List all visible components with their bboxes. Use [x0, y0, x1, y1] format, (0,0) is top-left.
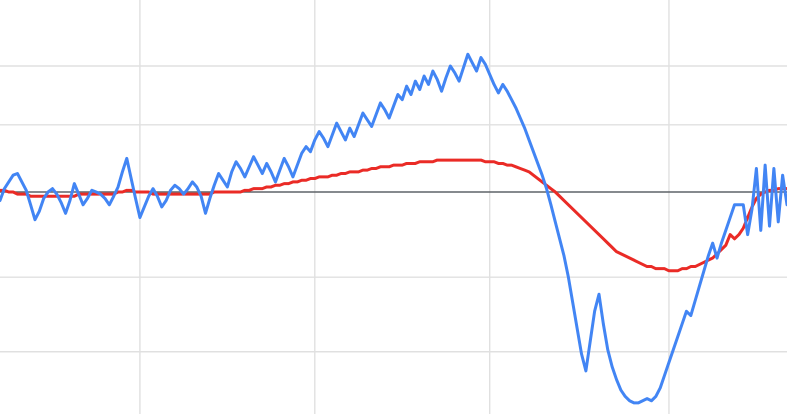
vertical-gridlines — [139, 0, 670, 414]
series-line-secondary — [0, 158, 787, 273]
horizontal-gridlines — [0, 65, 787, 353]
series-line-primary — [0, 52, 787, 405]
